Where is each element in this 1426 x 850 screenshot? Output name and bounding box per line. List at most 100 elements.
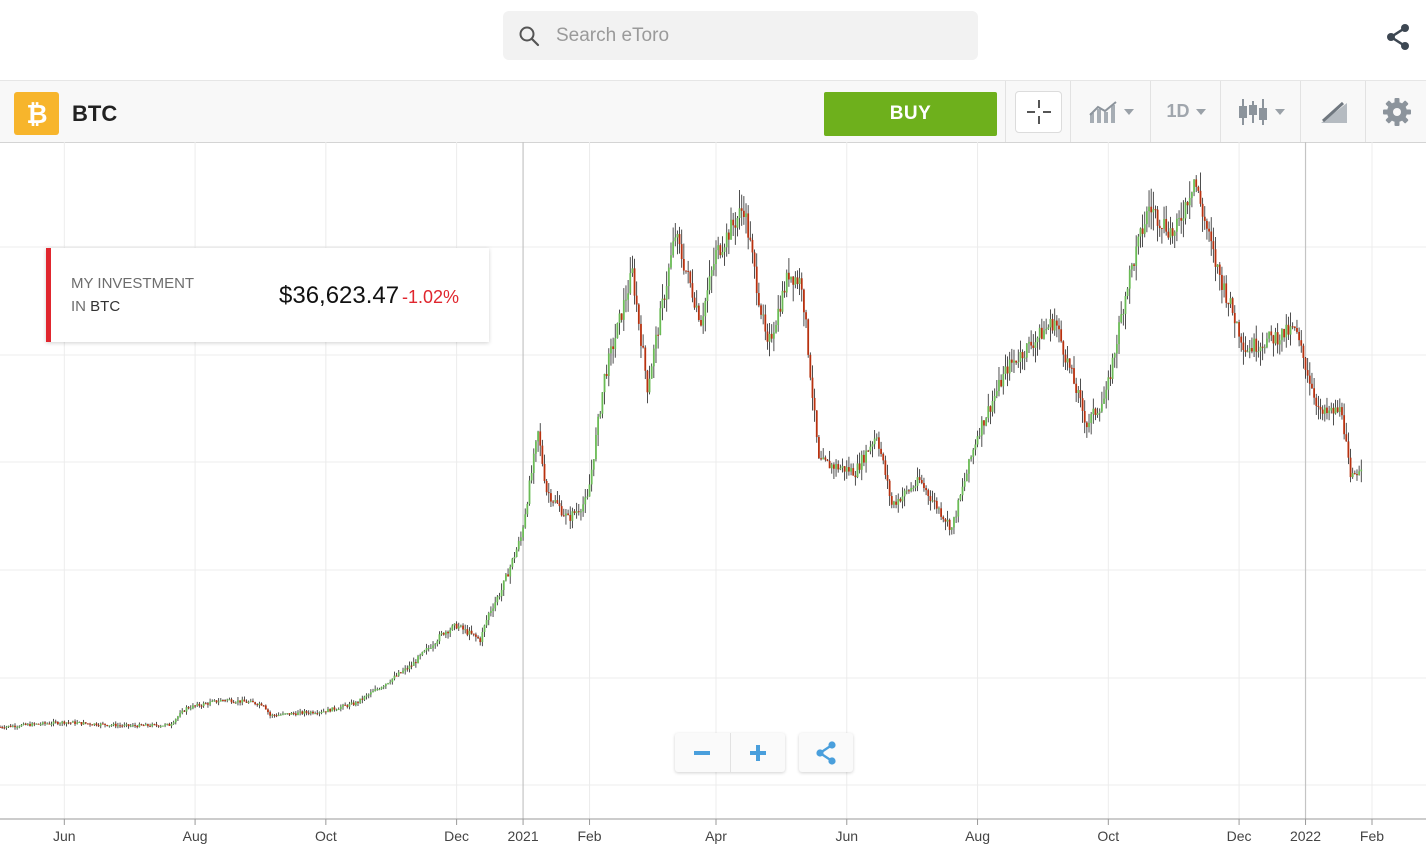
candle xyxy=(1010,348,1013,372)
chart-type-dropdown[interactable] xyxy=(1220,81,1301,142)
candle-body xyxy=(642,345,645,348)
candle-body xyxy=(1165,218,1168,232)
candle xyxy=(104,723,106,728)
candle-body xyxy=(783,290,786,293)
candle xyxy=(691,269,694,303)
candle-body xyxy=(965,473,968,482)
candle xyxy=(1143,211,1146,238)
candle-body xyxy=(848,467,850,472)
candle-body xyxy=(303,711,306,714)
candle-body xyxy=(712,264,715,271)
candle xyxy=(1081,390,1084,423)
candle xyxy=(970,455,973,462)
candle-body xyxy=(509,566,512,577)
share-chart-button[interactable] xyxy=(799,733,853,772)
candle-body xyxy=(144,724,147,726)
candle xyxy=(41,721,44,726)
candle xyxy=(432,641,434,652)
candle-body xyxy=(556,500,559,504)
buy-button[interactable]: BUY xyxy=(824,92,997,136)
candle xyxy=(659,301,662,336)
candle-body xyxy=(1126,288,1129,297)
zoom-out-button[interactable] xyxy=(675,733,730,772)
candle-body xyxy=(1120,314,1123,323)
candle xyxy=(243,696,246,702)
candle xyxy=(33,722,36,727)
candle-body xyxy=(950,527,953,530)
candle-body xyxy=(104,723,106,725)
candle-body xyxy=(1122,313,1125,315)
candle xyxy=(1278,334,1281,355)
interval-dropdown[interactable]: 1D xyxy=(1150,81,1221,142)
candle xyxy=(185,705,188,715)
investment-label: MY INVESTMENT xyxy=(71,275,195,292)
candle-body xyxy=(1261,346,1264,348)
candle-body xyxy=(29,724,31,726)
candle xyxy=(1216,264,1219,274)
zoom-in-button[interactable] xyxy=(729,733,786,772)
candle-body xyxy=(895,501,897,505)
candle xyxy=(1206,218,1208,240)
candle-body xyxy=(1092,408,1095,415)
candle-body xyxy=(1201,203,1204,217)
candle-body xyxy=(1221,274,1223,290)
candle-body xyxy=(312,711,314,714)
candle-body xyxy=(1317,405,1320,408)
price-chart[interactable]: Jun Aug Oct Dec 2021 Feb Apr Jun Aug Oct Dec 2022 Fe… xyxy=(0,142,1426,850)
candle-body xyxy=(427,647,430,649)
candle-body xyxy=(183,710,186,712)
candle-body xyxy=(198,703,201,706)
candle-body xyxy=(423,650,426,653)
candle xyxy=(507,568,509,577)
drawing-tools-button[interactable] xyxy=(1300,81,1366,142)
candle-body xyxy=(882,453,885,461)
candle-body xyxy=(189,708,192,710)
candle-body xyxy=(1068,358,1071,368)
candle-body xyxy=(1013,360,1015,363)
candle-body xyxy=(412,662,415,666)
crosshair-tool[interactable] xyxy=(1005,81,1071,142)
candle-body xyxy=(670,255,672,268)
candle-body xyxy=(1047,327,1050,329)
instrument-symbol[interactable]: BTC xyxy=(72,101,118,126)
investment-instrument-label: IN BTC xyxy=(71,298,120,315)
candle xyxy=(207,702,209,708)
candle-body xyxy=(1332,407,1335,414)
candle-body xyxy=(123,724,126,726)
candle-body xyxy=(1244,350,1247,353)
candle-body xyxy=(380,687,383,690)
search-input[interactable] xyxy=(554,23,938,48)
settings-button[interactable] xyxy=(1365,81,1426,142)
candle xyxy=(582,496,584,517)
investment-value: $36,623.47 xyxy=(279,282,400,309)
candle xyxy=(625,285,627,313)
candle xyxy=(1032,334,1035,357)
candle-body xyxy=(599,413,602,417)
candle-body xyxy=(813,397,816,411)
candle xyxy=(419,653,422,660)
candle-body xyxy=(470,630,473,634)
candle-body xyxy=(37,723,40,725)
candle xyxy=(1218,262,1221,291)
candle-body xyxy=(9,725,12,727)
candle-body xyxy=(1278,340,1281,345)
candle xyxy=(871,441,874,458)
candle-body xyxy=(976,436,979,445)
compare-dropdown[interactable] xyxy=(1070,81,1151,142)
candle-body xyxy=(826,459,829,461)
candle xyxy=(297,710,299,716)
candle xyxy=(717,236,720,260)
candle xyxy=(689,270,692,288)
candle-body xyxy=(282,713,284,715)
candle xyxy=(923,477,925,492)
search-box[interactable] xyxy=(503,11,978,60)
candle-body xyxy=(162,725,164,727)
candle xyxy=(56,721,59,726)
candle xyxy=(657,327,660,349)
candle xyxy=(818,434,820,460)
candle xyxy=(541,439,544,467)
candle xyxy=(830,462,833,474)
candle-body xyxy=(209,701,211,705)
candle xyxy=(26,723,29,726)
share-icon[interactable] xyxy=(1383,22,1413,52)
